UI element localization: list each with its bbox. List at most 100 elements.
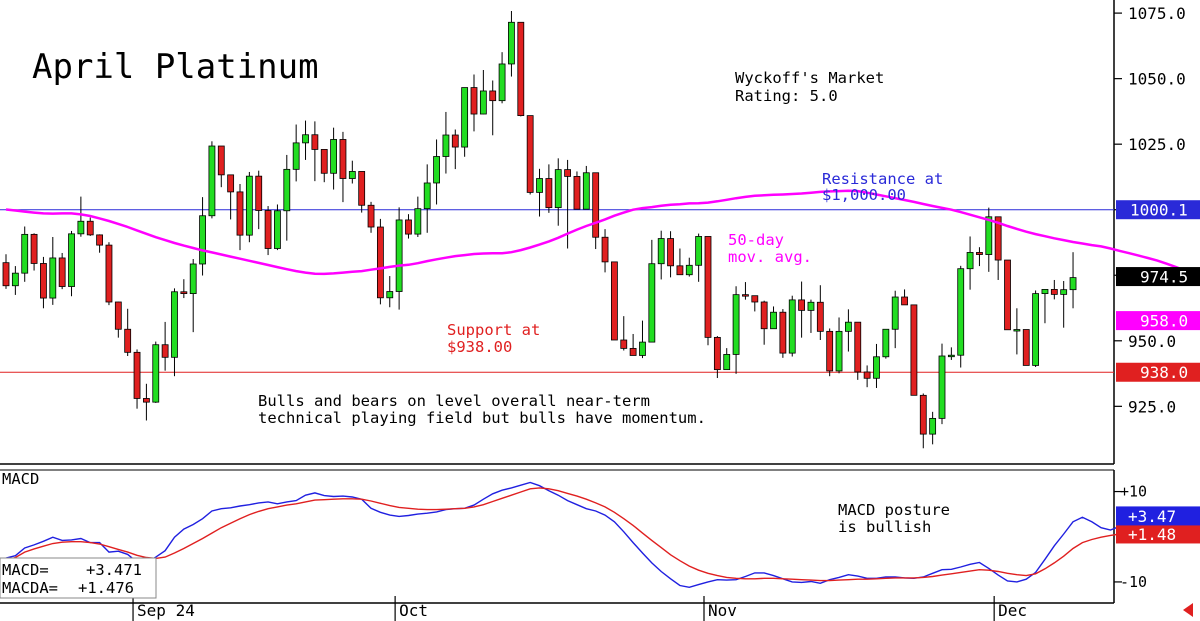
candle-body [105,244,113,303]
time-tick-label: Sep 24 [137,601,195,620]
candle-body [171,291,178,358]
price-tick-label: 950.0 [1128,332,1176,351]
candle-body [330,139,338,174]
candle-body [891,296,899,330]
candle-body [929,417,937,435]
candle-body [798,299,805,311]
candle-body [376,226,384,299]
macda-readout-label: MACDA= [2,579,58,597]
macd-readout-label: MACD= [2,561,49,579]
candle-body [133,351,141,399]
candle-body [49,257,57,299]
candle-body [227,174,235,193]
candle-body [114,301,122,330]
candle-body [395,219,403,292]
candle-body [639,341,646,356]
macda-line [5,487,1148,582]
candle-body [358,171,366,206]
candle-body [1013,329,1021,332]
macd-axis-ticks: +10 -10 [1114,483,1147,591]
time-tick-label: Oct [399,601,428,620]
macd-note-line-1: MACD posture [838,501,950,519]
moving-average-tag: 958.0 [1116,311,1200,331]
candle-body [302,134,309,144]
candle-body [732,294,740,355]
candlesticks [2,11,1077,449]
candle-body [704,236,712,338]
candle-body [667,238,674,267]
last-price-tag: 974.5 [1116,267,1200,287]
candle-body [536,178,543,193]
candle-body [40,263,47,299]
candle-body [367,204,375,228]
candle-body [994,216,1002,261]
candle-body [414,208,422,235]
candle-body [807,301,815,311]
moving-average-line [5,189,1200,278]
candle-body [451,134,459,148]
candle-body [601,236,609,263]
candle-body [816,301,824,332]
candle-body [919,394,927,435]
candle-body [695,236,703,266]
candle-body [348,171,356,179]
macd-tag: +3.47 [1116,506,1200,526]
macd-tick-label: +10 [1120,483,1147,501]
scroll-left-arrow-icon[interactable] [1183,603,1193,617]
candle-body [461,87,469,148]
candle-body [236,191,244,236]
candle-body [217,145,225,176]
macd-tick-label: -10 [1120,573,1147,591]
candle-body [826,330,834,372]
candle-body [845,321,852,332]
rating-text-line-2: Rating: 5.0 [735,87,838,105]
candle-body [901,296,908,306]
time-axis-ticks: Sep 24OctNovDecJan 25 [132,596,1027,621]
candle-body [620,339,628,349]
candle-body [30,233,38,264]
resistance-price-tag-text: 1000.1 [1130,201,1188,220]
candle-body [676,265,684,276]
macd-readout-box [0,557,157,599]
candle-body [788,299,796,354]
candle-body [1050,289,1058,295]
price-tick-label: 925.0 [1128,397,1176,416]
macd-note-line-2: is bullish [838,518,931,536]
candle-body [508,21,515,65]
candle-body [564,169,571,177]
resistance-price-tag: 1000.1 [1116,200,1200,220]
candle-body [573,176,581,210]
candle-body [957,268,965,356]
candle-body [255,175,263,211]
candle-body [311,134,319,150]
candle-body [292,142,300,170]
support-label-line-1: Support at [447,321,540,339]
candle-body [648,263,656,343]
candle-body [713,336,721,371]
candle-body [96,234,103,246]
candle-body [751,295,759,303]
candle-body [124,328,132,353]
candle-body [2,262,10,287]
commentary-line-1: Bulls and bears on level overall near-te… [258,392,650,410]
candle-body [629,347,637,356]
candle-body [863,371,871,379]
candle-body [854,321,862,373]
candle-body [433,156,440,184]
candle-body [985,216,993,255]
moving-average-tag-text: 958.0 [1140,312,1188,331]
commentary-line-2: technical playing field but bulls have m… [258,409,706,427]
macd-readout-value: +3.471 [86,561,142,579]
chart-title: April Platinum [32,47,319,87]
candle-body [882,328,890,358]
candle-body [180,291,188,295]
time-tick-label: Nov [708,601,737,620]
candle-body [11,272,19,287]
macda-tag-text: +1.48 [1128,525,1176,544]
candle-body [245,175,253,236]
candle-body [442,134,450,157]
candle-body [320,149,328,174]
candle-body [199,215,206,265]
price-tick-label: 1075.0 [1128,4,1186,23]
